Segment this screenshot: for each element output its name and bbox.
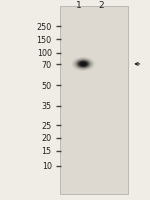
Text: 50: 50 (42, 82, 52, 90)
Ellipse shape (72, 58, 95, 72)
Text: 20: 20 (42, 134, 52, 142)
Text: 35: 35 (42, 102, 52, 110)
Text: 70: 70 (42, 61, 52, 69)
Text: 100: 100 (37, 49, 52, 58)
Text: 15: 15 (42, 147, 52, 155)
Text: 250: 250 (36, 23, 52, 31)
Text: 150: 150 (37, 36, 52, 44)
Text: 2: 2 (98, 1, 104, 9)
Ellipse shape (81, 63, 85, 66)
Ellipse shape (80, 62, 87, 67)
Text: 1: 1 (76, 1, 82, 9)
Ellipse shape (78, 61, 89, 68)
Ellipse shape (76, 60, 90, 69)
Bar (60, 7, 128, 194)
Text: 25: 25 (42, 121, 52, 130)
Ellipse shape (74, 59, 93, 70)
Text: 10: 10 (42, 162, 52, 170)
